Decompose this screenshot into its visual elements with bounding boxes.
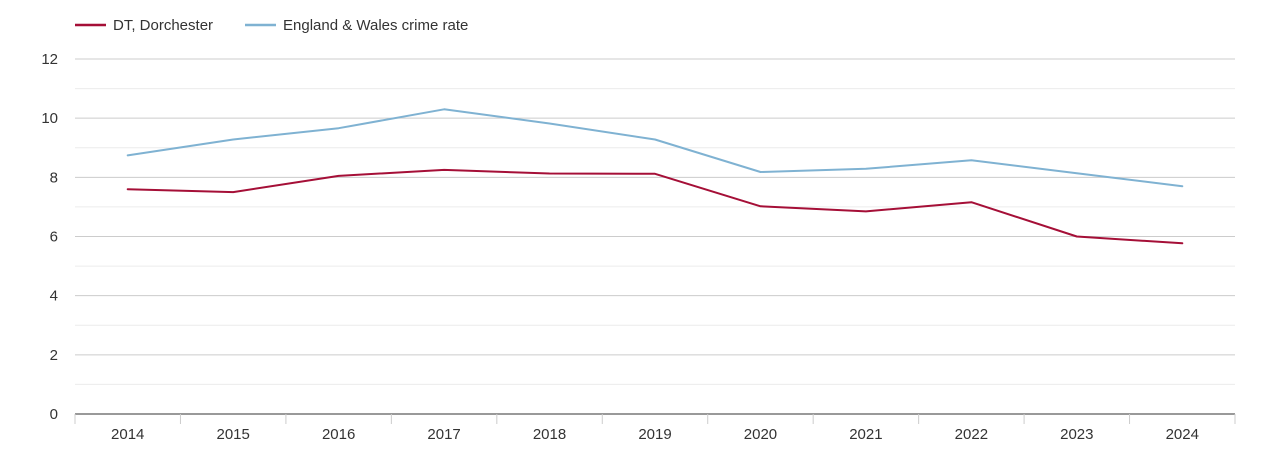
x-tick-label: 2015 [216,426,249,443]
data-point[interactable] [863,166,869,172]
y-tick-label: 4 [50,288,58,305]
x-tick-label: 2016 [322,426,355,443]
series-line-0[interactable] [126,168,1184,245]
data-point[interactable] [1179,183,1185,189]
data-point[interactable] [968,199,974,205]
data-point[interactable] [125,186,131,192]
legend-label-dorchester: DT, Dorchester [113,17,213,34]
data-point[interactable] [1074,234,1080,240]
legend-item-dorchester[interactable]: DT, Dorchester [75,17,213,34]
gridlines [75,58,1235,385]
x-tick-label: 2019 [638,426,671,443]
series-line-1[interactable] [126,108,1184,188]
series-lines [125,106,1185,246]
data-point[interactable] [336,125,342,131]
y-tick-label: 10 [41,110,58,127]
data-point[interactable] [863,208,869,214]
data-point[interactable] [757,169,763,175]
data-point[interactable] [125,152,131,158]
x-axis: 2014 2015 2016 2017 2018 2019 2020 2021 2022 2023… [74,413,1236,443]
y-tick-label: 0 [50,406,58,423]
legend-label-england-wales: England & Wales crime rate [283,17,468,34]
data-point[interactable] [547,170,553,176]
y-tick-label: 8 [50,169,58,186]
data-point[interactable] [441,167,447,173]
x-tick-label: 2018 [533,426,566,443]
x-tick-label: 2017 [427,426,460,443]
x-tick-label: 2021 [849,426,882,443]
data-point[interactable] [547,120,553,126]
x-tick-label: 2014 [111,426,144,443]
x-tick-label: 2020 [744,426,777,443]
data-point[interactable] [652,136,658,142]
y-tick-label: 12 [41,51,58,68]
x-tick-label: 2022 [955,426,988,443]
data-point[interactable] [441,106,447,112]
data-point[interactable] [230,189,236,195]
data-point[interactable] [757,203,763,209]
data-point[interactable] [336,173,342,179]
x-tick-label: 2024 [1166,426,1199,443]
legend: DT, Dorchester England & Wales crime rat… [75,17,468,34]
data-point[interactable] [1179,240,1185,246]
x-tick-label: 2023 [1060,426,1093,443]
legend-item-england-wales[interactable]: England & Wales crime rate [245,17,468,34]
y-tick-label: 2 [50,347,58,364]
data-point[interactable] [652,171,658,177]
data-point[interactable] [1074,170,1080,176]
data-point[interactable] [230,136,236,142]
y-axis: 0 2 4 6 8 10 12 [41,51,58,423]
data-point[interactable] [968,157,974,163]
y-tick-label: 6 [50,229,58,246]
